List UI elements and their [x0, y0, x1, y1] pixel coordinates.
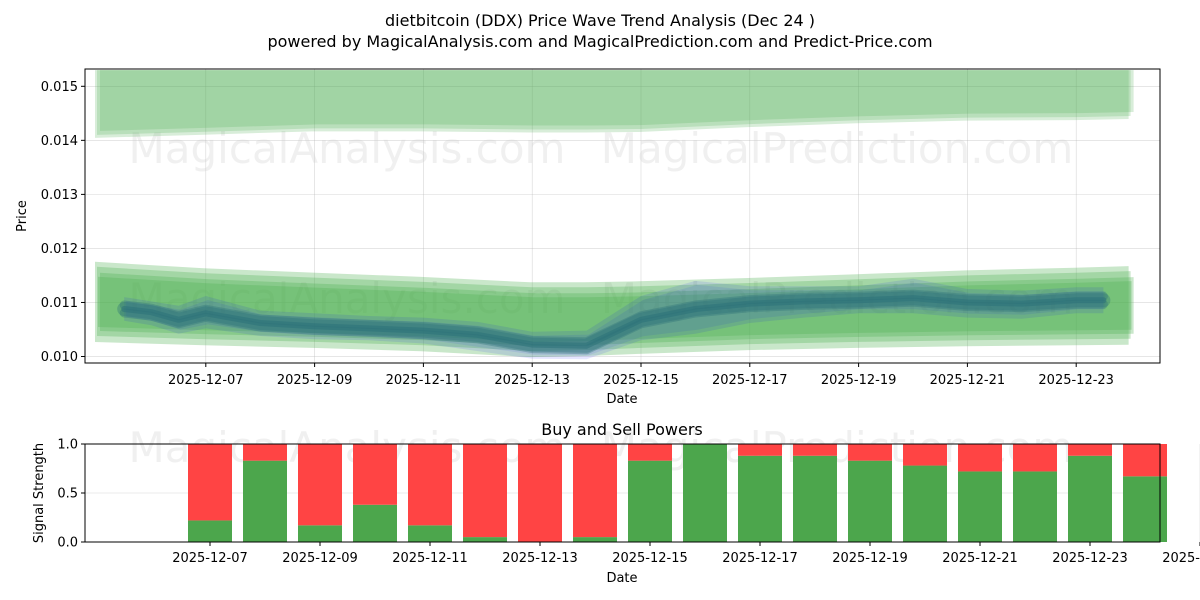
price-x-tick-label: 2025-12-19: [821, 373, 897, 388]
buy-bar: [573, 537, 617, 542]
trend-wave-line: [119, 297, 1108, 355]
price-y-tick-label: 0.011: [41, 296, 78, 311]
price-axes: 2025-12-07 2025-12-09 2025-12-11 2025-12-13…: [41, 80, 1114, 388]
chart-title: dietbitcoin (DDX) Price Wave Trend Analy…: [385, 11, 815, 30]
price-x-tick-label: 2025-12-09: [277, 373, 353, 388]
price-y-tick-label: 0.013: [41, 188, 78, 203]
sell-bar: [408, 444, 452, 526]
signal-x-tick-label: 2025-12-25: [1162, 551, 1200, 566]
lower-band-layer: [95, 261, 1129, 358]
signal-x-tick-label: 2025-12-15: [612, 551, 688, 566]
price-x-tick-label: 2025-12-13: [494, 373, 570, 388]
sell-bar: [848, 444, 892, 461]
buy-bar: [628, 460, 672, 542]
signal-x-tick-label: 2025-12-19: [832, 551, 908, 566]
buy-bar: [958, 471, 1002, 542]
price-grid: [85, 69, 1160, 363]
buy-bar: [683, 444, 727, 542]
buy-bar: [408, 525, 452, 542]
buy-bar: [903, 465, 947, 542]
signal-x-tick-label: 2025-12-23: [1052, 551, 1128, 566]
price-series: [95, 70, 1134, 360]
price-x-tick-label: 2025-12-07: [168, 373, 244, 388]
signal-panel: Buy and Sell Powers MagicalAnalysis.com …: [32, 420, 1200, 586]
sell-bar: [463, 444, 507, 538]
sell-bar: [353, 444, 397, 505]
signal-x-tick-label: 2025-12-13: [502, 551, 578, 566]
signal-y-label: Signal Strength: [32, 443, 47, 543]
buy-bar: [298, 525, 342, 542]
trend-wave-line: [119, 289, 1108, 347]
sell-bar: [738, 444, 782, 456]
signal-x-tick-label: 2025-12-11: [392, 551, 468, 566]
price-y-tick-label: 0.014: [41, 134, 78, 149]
signal-x-tick-label: 2025-12-17: [722, 551, 798, 566]
buy-bar: [463, 537, 507, 542]
price-y-tick-label: 0.012: [41, 242, 78, 257]
sell-bar: [958, 444, 1002, 472]
chart-subtitle: powered by MagicalAnalysis.com and Magic…: [267, 32, 932, 51]
sell-bar: [903, 444, 947, 466]
price-y-tick-label: 0.015: [41, 80, 78, 95]
upper-band-layer: [97, 70, 1131, 135]
buy-bar: [243, 460, 287, 542]
buy-bar: [353, 504, 397, 542]
price-x-tick-label: 2025-12-11: [386, 373, 462, 388]
signal-axes: 2025-12-07 2025-12-09 2025-12-11 2025-12-13…: [57, 438, 1200, 566]
buy-bar: [793, 455, 837, 542]
price-x-tick-label: 2025-12-15: [603, 373, 679, 388]
signal-x-tick-label: 2025-12-21: [942, 551, 1018, 566]
trend-wave-line: [121, 295, 1107, 349]
price-y-label: Price: [15, 200, 30, 232]
sell-bar: [298, 444, 342, 526]
sell-bar: [518, 444, 562, 542]
sell-bar: [573, 444, 617, 538]
buy-bar: [738, 455, 782, 542]
signal-y-tick-label: 1.0: [57, 438, 78, 453]
buy-bar: [1013, 471, 1057, 542]
price-x-tick-label: 2025-12-23: [1038, 373, 1114, 388]
price-panel: MagicalAnalysis.com MagicalPrediction.co…: [15, 68, 1161, 407]
sell-bar: [243, 444, 287, 461]
signal-x-label: Date: [606, 571, 637, 586]
sell-bar: [1013, 444, 1057, 472]
signal-x-tick-label: 2025-12-09: [282, 551, 358, 566]
signal-y-tick-label: 0.5: [57, 487, 78, 502]
upper-band-layer: [95, 70, 1129, 138]
buy-bar: [1068, 455, 1112, 542]
signal-title: Buy and Sell Powers: [541, 420, 703, 439]
buy-bar: [848, 460, 892, 542]
price-x-tick-label: 2025-12-17: [712, 373, 788, 388]
price-x-label: Date: [606, 392, 637, 407]
watermark-prediction: MagicalPrediction.com: [601, 124, 1074, 173]
sell-bar: [628, 444, 672, 461]
price-y-tick-label: 0.010: [41, 350, 78, 365]
price-x-tick-label: 2025-12-21: [930, 373, 1006, 388]
watermark-analysis: MagicalAnalysis.com: [129, 124, 566, 173]
price-plot-frame: [84, 68, 1161, 364]
buy-bar: [188, 520, 232, 542]
sell-bar: [1068, 444, 1112, 456]
sell-bar: [188, 444, 232, 521]
signal-y-tick-label: 0.0: [57, 536, 78, 551]
sell-bar: [793, 444, 837, 456]
upper-band-layer: [100, 70, 1134, 131]
signal-x-tick-label: 2025-12-07: [172, 551, 248, 566]
